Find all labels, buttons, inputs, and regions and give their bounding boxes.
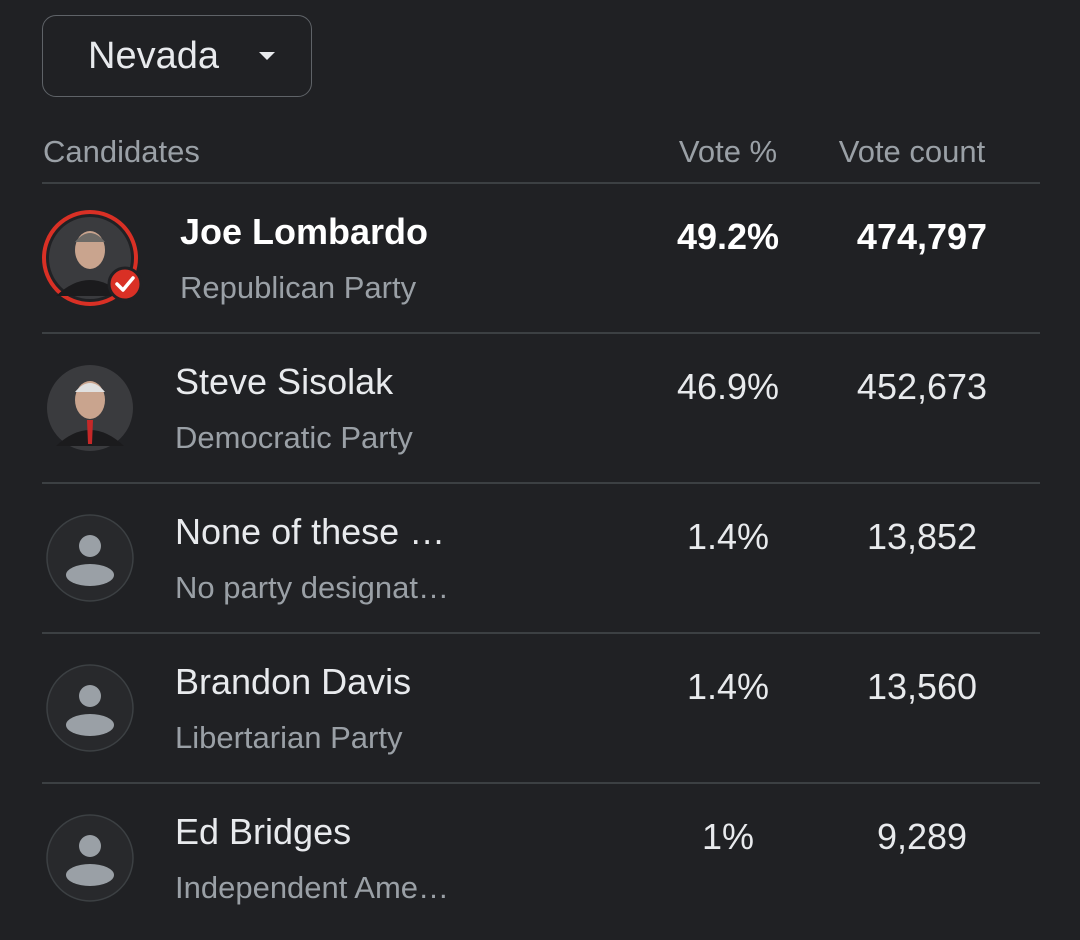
avatar xyxy=(46,514,134,602)
header-candidates: Candidates xyxy=(43,134,200,169)
vote-percent: 1.4% xyxy=(686,516,770,557)
candidate-name: Brandon Davis xyxy=(175,661,412,702)
vote-count: 452,673 xyxy=(856,366,988,407)
avatar xyxy=(46,814,134,902)
candidate-name: None of these … xyxy=(175,511,446,552)
avatar xyxy=(42,210,143,306)
header-vote-percent: Vote % xyxy=(678,134,778,169)
divider xyxy=(42,782,1040,784)
candidate-party: Democratic Party xyxy=(175,420,413,455)
divider xyxy=(42,632,1040,634)
avatar xyxy=(47,365,133,451)
dropdown-caret xyxy=(259,52,275,60)
candidate-party: Libertarian Party xyxy=(175,720,403,755)
vote-percent: 49.2% xyxy=(676,216,780,257)
vote-percent: 1% xyxy=(701,816,755,857)
header-vote-count: Vote count xyxy=(838,134,986,169)
vote-count: 13,560 xyxy=(866,666,978,707)
divider xyxy=(42,482,1040,484)
candidate-party: Independent Ame… xyxy=(175,870,450,905)
candidate-name: Ed Bridges xyxy=(175,811,352,852)
vote-count: 13,852 xyxy=(866,516,978,557)
divider xyxy=(42,182,1040,184)
candidate-name: Joe Lombardo xyxy=(180,211,429,252)
candidate-party: No party designat… xyxy=(175,570,449,605)
vote-percent: 46.9% xyxy=(676,366,780,407)
candidate-name: Steve Sisolak xyxy=(175,361,394,402)
state-dropdown[interactable]: Nevada xyxy=(42,15,312,97)
vote-count: 474,797 xyxy=(856,216,988,257)
vote-count: 9,289 xyxy=(876,816,968,857)
divider xyxy=(42,332,1040,334)
vote-percent: 1.4% xyxy=(686,666,770,707)
avatar xyxy=(46,664,134,752)
candidate-party: Republican Party xyxy=(180,270,417,305)
dropdown-label: Nevada xyxy=(88,35,219,77)
